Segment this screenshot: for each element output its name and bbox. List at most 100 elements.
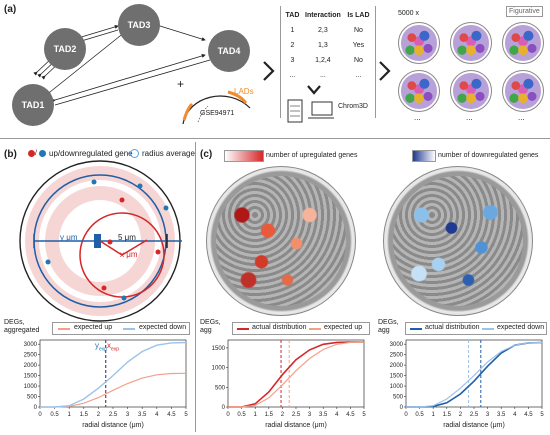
table-row: ... ... ... xyxy=(284,68,372,83)
x-tick-label: 0 xyxy=(38,412,42,418)
x-tick-label: 3 xyxy=(486,412,490,418)
expected-down-swatch xyxy=(482,328,494,330)
x-um-label: x μm xyxy=(120,250,138,259)
section-divider xyxy=(0,138,550,139)
downregulated-dot-icon xyxy=(39,150,46,157)
actual-distribution-swatch xyxy=(410,328,422,330)
ellipsis-text: ... xyxy=(414,113,421,122)
downregulated-colorbar xyxy=(412,150,436,162)
chart-c-right-ylabel: agg xyxy=(378,327,390,334)
y-tick-label: 500 xyxy=(393,395,404,401)
upregulated-dot-icon xyxy=(28,150,35,157)
chevron-right-icon xyxy=(263,61,275,81)
x-exp-text: x xyxy=(107,341,111,350)
table-cell: Yes xyxy=(352,42,365,49)
chart-c-right-ylabel: DEGs, xyxy=(378,319,399,326)
x-tick-label: 0.5 xyxy=(237,412,246,418)
nucleus-render-upregulated xyxy=(206,166,356,316)
series-line-expected-up xyxy=(40,372,187,408)
x-tick-label: 1 xyxy=(68,412,72,418)
x-tick-label: 4.5 xyxy=(167,412,176,418)
chart-b-plot: 0 0.5 1 1.5 2 2.5 3 3.5 4 4.5 5 0 500 1000 1500 2000 250… xyxy=(24,339,188,429)
table-row: 3 1,2,4 No xyxy=(284,53,372,68)
chart-c-left-legend xyxy=(232,322,370,335)
chevron-right-icon xyxy=(379,61,391,81)
y-exp-text: y xyxy=(95,341,99,350)
divider xyxy=(280,6,281,118)
x-tick-label: 4 xyxy=(335,412,339,418)
chart-b-legend xyxy=(52,322,190,335)
x-tick-label: 2 xyxy=(97,412,101,418)
expected-up-swatch xyxy=(309,328,321,330)
y-tick-label: 1500 xyxy=(390,374,404,380)
panel-a-label: (a) xyxy=(4,4,17,15)
nucleus-model-thumbnail xyxy=(502,70,544,112)
nucleus-schematic xyxy=(19,160,182,322)
x-exp-label: xexp xyxy=(107,342,119,353)
upregulated-colorbar xyxy=(224,150,264,162)
section-divider xyxy=(195,142,196,432)
x-tick-label: 5 xyxy=(184,412,188,418)
x-tick-label: 4 xyxy=(513,412,517,418)
x-tick-label: 1.5 xyxy=(265,412,274,418)
chevron-down-icon xyxy=(307,85,321,95)
table-header: Interaction xyxy=(305,12,341,19)
x-axis-label: radial distance (μm) xyxy=(82,422,144,429)
x-tick-label: 1.5 xyxy=(80,412,89,418)
y-tick-label: 3000 xyxy=(24,342,38,348)
x-tick-label: 4 xyxy=(155,412,159,418)
lad-chromosome-drawing xyxy=(182,90,251,125)
y-tick-label: 1500 xyxy=(212,346,226,352)
table-cell: 1,2,4 xyxy=(315,57,331,64)
y-tick-label: 500 xyxy=(215,385,226,391)
x-tick-label: 2.5 xyxy=(470,412,479,418)
chart-c-right-plot: 0 0.5 1 1.5 2 2.5 3 3.5 4 4.5 5 0 500 1000 1500 2000 250… xyxy=(390,339,544,429)
series-line-expected-down xyxy=(406,341,543,408)
table-cell: ... xyxy=(355,72,362,79)
series-line-actual-distribution xyxy=(406,341,543,408)
chromatin-spheres xyxy=(392,175,524,307)
legend-radius-label: radius average xyxy=(142,149,195,158)
x-tick-label: 4.5 xyxy=(346,412,355,418)
exp-subscript: exp xyxy=(111,346,120,353)
chart-c-right-legend xyxy=(405,322,547,335)
plus-sign: + xyxy=(177,77,185,91)
x-tick-label: 3.5 xyxy=(497,412,506,418)
tad3-node: TAD3 xyxy=(118,4,160,46)
chrom3d-label: Chrom3D xyxy=(338,103,368,110)
actual-distribution-swatch xyxy=(237,328,249,330)
tad-table: TAD Interaction Is LAD 1 2,3 No 2 1,3 Ye… xyxy=(284,8,372,83)
x-tick-label: 3.5 xyxy=(138,412,147,418)
series-line-actual-distribution xyxy=(228,341,364,408)
ellipsis-text: ... xyxy=(518,113,525,122)
table-header: TAD xyxy=(285,12,300,19)
ellipsis-text: ... xyxy=(466,113,473,122)
y-tick-label: 0 xyxy=(222,405,226,411)
sample-count-label: 5000 x xyxy=(398,10,420,17)
y-exp-label: yexp xyxy=(95,342,107,353)
gse-label: GSE94971 xyxy=(200,110,235,117)
computer-icon xyxy=(287,99,334,123)
lads-label: LADs xyxy=(234,87,254,96)
nucleus-model-thumbnail xyxy=(502,22,544,64)
nucleus-model-thumbnail xyxy=(398,70,440,112)
x-tick-label: 0.5 xyxy=(50,412,59,418)
chart-c-left-plot: 0 0.5 1 1.5 2 2.5 3 3.5 4 4.5 5 0 500 1000 1500 radial … xyxy=(212,339,366,429)
table-cell: ... xyxy=(289,72,296,79)
x-tick-label: 4.5 xyxy=(524,412,533,418)
table-cell: 2,3 xyxy=(318,27,328,34)
slash-separator: / xyxy=(35,150,37,157)
x-tick-label: 0 xyxy=(404,412,408,418)
x-tick-label: 1 xyxy=(432,412,436,418)
y-tick-label: 1000 xyxy=(212,366,226,372)
divider xyxy=(375,6,376,118)
x-axis-label: radial distance (μm) xyxy=(265,422,327,429)
x-tick-label: 3 xyxy=(308,412,312,418)
table-cell: No xyxy=(353,57,363,64)
chart-b-ylabel: aggregated xyxy=(4,327,40,334)
legend-actual-distribution: actual distribution xyxy=(425,324,480,331)
upregulated-colorbar-label: number of upregulated genes xyxy=(266,152,358,159)
x-tick-label: 2.5 xyxy=(292,412,301,418)
table-row: 2 1,3 Yes xyxy=(284,38,372,53)
y-tick-label: 2500 xyxy=(24,353,38,359)
